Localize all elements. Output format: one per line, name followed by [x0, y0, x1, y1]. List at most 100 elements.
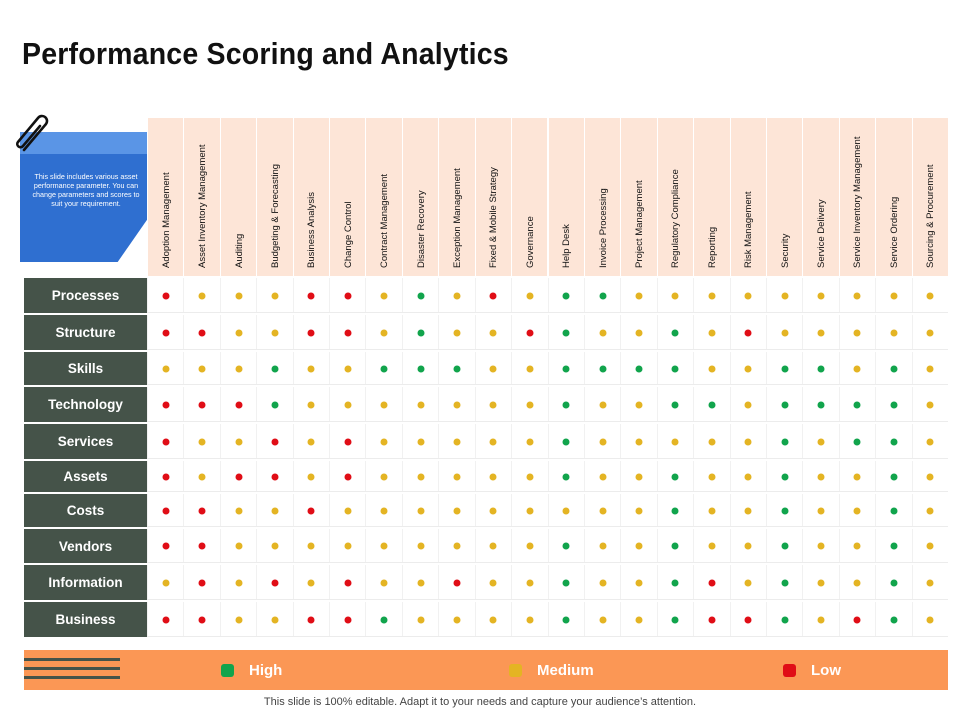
- score-cell: [329, 278, 365, 313]
- score-cell: [438, 602, 474, 637]
- score-cell: [365, 315, 401, 350]
- page-title: Performance Scoring and Analytics: [22, 36, 509, 71]
- score-dot: [708, 329, 716, 336]
- score-dot: [344, 401, 352, 408]
- score-dot: [271, 438, 279, 445]
- score-dot: [417, 438, 425, 445]
- score-dot: [417, 473, 425, 480]
- score-cell: [838, 602, 875, 637]
- score-cell: [292, 352, 329, 385]
- score-dot: [198, 329, 206, 336]
- score-dot: [198, 365, 206, 372]
- score-cell: [511, 424, 547, 459]
- score-dot: [526, 473, 534, 480]
- score-cell: [511, 352, 547, 385]
- table-row: Skills: [24, 352, 948, 385]
- score-dot: [526, 292, 534, 299]
- score-cell: [329, 602, 365, 637]
- score-dot: [635, 473, 643, 480]
- score-cell: [256, 565, 292, 600]
- score-cell: [292, 278, 329, 313]
- score-dot: [926, 473, 934, 480]
- score-dot: [380, 292, 388, 299]
- score-dot: [599, 473, 607, 480]
- score-dot: [926, 579, 934, 586]
- score-dot: [526, 365, 534, 372]
- row-divider: [147, 599, 948, 600]
- score-cell: [147, 278, 183, 313]
- score-cell: [802, 461, 838, 492]
- column-headers: Adoption Management Asset Inventory Manag…: [147, 118, 948, 276]
- score-cell: [183, 315, 219, 350]
- score-dot: [562, 438, 570, 445]
- score-dot: [599, 438, 607, 445]
- score-dot: [926, 507, 934, 514]
- score-dot: [708, 616, 716, 623]
- score-cell: [329, 529, 365, 563]
- score-dot: [926, 329, 934, 336]
- legend-item-high: High: [221, 650, 282, 690]
- score-dot: [489, 329, 497, 336]
- score-cell: [765, 424, 802, 459]
- score-cell: [474, 387, 511, 422]
- row-cells: [147, 352, 948, 385]
- table-row: Information: [24, 565, 948, 600]
- score-dot: [380, 473, 388, 480]
- score-cell: [838, 315, 875, 350]
- score-cell: [292, 315, 329, 350]
- score-dot: [271, 473, 279, 480]
- score-cell: [292, 565, 329, 600]
- row-cells: [147, 424, 948, 459]
- score-cell: [183, 602, 219, 637]
- row-label: Processes: [24, 278, 147, 313]
- table-row: Structure: [24, 315, 948, 350]
- row-cells: [147, 461, 948, 492]
- row-cells: [147, 602, 948, 637]
- score-dot: [781, 473, 789, 480]
- score-cell: [365, 352, 401, 385]
- table-row: Business: [24, 602, 948, 637]
- table-row: Assets: [24, 461, 948, 492]
- score-dot: [198, 473, 206, 480]
- score-cell: [729, 565, 766, 600]
- score-cell: [329, 315, 365, 350]
- score-dot: [562, 292, 570, 299]
- score-cell: [693, 278, 729, 313]
- score-dot: [526, 438, 534, 445]
- score-dot: [599, 579, 607, 586]
- score-dot: [817, 401, 825, 408]
- score-dot: [890, 473, 898, 480]
- score-dot: [235, 616, 243, 623]
- score-cell: [583, 424, 620, 459]
- score-dot: [380, 438, 388, 445]
- score-cell: [256, 315, 292, 350]
- table-row: Services: [24, 424, 948, 459]
- legend-item-medium: Medium: [509, 650, 594, 690]
- score-cell: [802, 424, 838, 459]
- score-dot: [271, 579, 279, 586]
- score-dot: [890, 507, 898, 514]
- score-dot: [489, 473, 497, 480]
- score-cell: [765, 529, 802, 563]
- score-cell: [365, 278, 401, 313]
- score-dot: [162, 438, 170, 445]
- score-dot: [781, 401, 789, 408]
- score-dot: [162, 401, 170, 408]
- score-cell: [838, 494, 875, 527]
- score-cell: [802, 529, 838, 563]
- score-dot: [599, 365, 607, 372]
- score-dot: [162, 579, 170, 586]
- score-dot: [671, 365, 679, 372]
- score-dot: [599, 401, 607, 408]
- score-dot: [526, 401, 534, 408]
- score-cell: [729, 494, 766, 527]
- row-label: Information: [24, 565, 147, 600]
- score-dot: [890, 616, 898, 623]
- score-cell: [802, 387, 838, 422]
- legend-label-low: Low: [811, 661, 841, 679]
- score-dot: [417, 542, 425, 550]
- score-cell: [911, 565, 948, 600]
- score-cell: [401, 387, 438, 422]
- score-dot: [781, 365, 789, 372]
- score-cell: [656, 529, 693, 563]
